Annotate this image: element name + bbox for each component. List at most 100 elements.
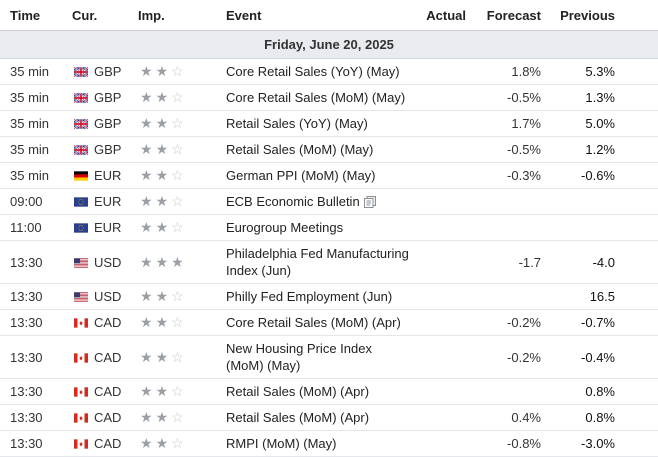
importance-stars: ★★☆ (138, 219, 187, 235)
currency-code: GBP (94, 90, 122, 105)
col-header-forecast[interactable]: Forecast (476, 0, 557, 31)
previous-value: -4.0 (557, 240, 658, 284)
star-filled-icon: ★ (140, 115, 156, 131)
forecast-value: -0.3% (476, 162, 557, 189)
event-name[interactable]: Retail Sales (YoY) (May) (226, 110, 415, 137)
star-filled-icon: ★ (140, 167, 156, 183)
star-filled-icon: ★ (155, 115, 172, 131)
event-time: 35 min (0, 84, 72, 111)
event-name[interactable]: New Housing Price Index (MoM) (May) (226, 335, 415, 379)
star-empty-icon: ☆ (171, 288, 187, 304)
forecast-value (476, 214, 557, 241)
col-header-actual[interactable]: Actual (415, 0, 476, 31)
table-row[interactable]: 13:30 USD ★★☆ Philly Fed Employment (Jun… (0, 283, 658, 310)
col-header-previous[interactable]: Previous (557, 0, 658, 31)
table-row[interactable]: 35 min GBP ★★☆ Core Retail Sales (YoY) (… (0, 58, 658, 85)
event-time: 35 min (0, 136, 72, 163)
importance-cell: ★★☆ (138, 430, 226, 457)
actual-value (415, 162, 476, 189)
star-filled-icon: ★ (155, 219, 172, 235)
previous-value: 5.0% (557, 110, 658, 137)
table-row[interactable]: 11:00 EUR ★★☆ Eurogroup Meetings (0, 214, 658, 241)
table-row[interactable]: 13:30 CAD ★★☆ Retail Sales (MoM) (Apr) 0… (0, 378, 658, 405)
table-row[interactable]: 13:30 CAD ★★☆ New Housing Price Index (M… (0, 335, 658, 379)
table-row[interactable]: 13:30 CAD ★★☆ RMPI (MoM) (May) -0.8% -3.… (0, 430, 658, 457)
flag-ca-icon (74, 352, 88, 363)
col-header-time[interactable]: Time (0, 0, 72, 31)
document-icon[interactable] (363, 196, 376, 208)
event-time: 13:30 (0, 283, 72, 310)
star-empty-icon: ☆ (171, 89, 187, 105)
forecast-value: -0.5% (476, 84, 557, 111)
event-name[interactable]: Retail Sales (MoM) (Apr) (226, 404, 415, 431)
actual-value (415, 283, 476, 310)
event-name[interactable]: Philly Fed Employment (Jun) (226, 283, 415, 310)
currency-code: USD (94, 289, 122, 304)
currency-cell: GBP (72, 136, 138, 163)
importance-cell: ★★☆ (138, 309, 226, 336)
event-name[interactable]: Core Retail Sales (MoM) (May) (226, 84, 415, 111)
previous-value: -0.7% (557, 309, 658, 336)
event-name[interactable]: Core Retail Sales (MoM) (Apr) (226, 309, 415, 336)
currency-code: EUR (94, 194, 122, 209)
table-row[interactable]: 13:30 CAD ★★☆ Core Retail Sales (MoM) (A… (0, 309, 658, 336)
col-header-event[interactable]: Event (226, 0, 415, 31)
table-row[interactable]: 35 min EUR ★★☆ German PPI (MoM) (May) -0… (0, 162, 658, 189)
event-name[interactable]: RMPI (MoM) (May) (226, 430, 415, 457)
currency-cell: EUR (72, 214, 138, 241)
event-name[interactable]: Retail Sales (MoM) (Apr) (226, 378, 415, 405)
star-empty-icon: ☆ (171, 314, 187, 330)
table-row[interactable]: 35 min GBP ★★☆ Core Retail Sales (MoM) (… (0, 84, 658, 111)
previous-value: 0.8% (557, 404, 658, 431)
actual-value (415, 214, 476, 241)
previous-value: 1.2% (557, 136, 658, 163)
event-name[interactable]: Philadelphia Fed Manufacturing Index (Ju… (226, 240, 415, 284)
star-empty-icon: ☆ (171, 348, 187, 365)
star-empty-icon: ☆ (171, 219, 187, 235)
event-time: 35 min (0, 110, 72, 137)
currency-code: GBP (94, 142, 122, 157)
importance-cell: ★★☆ (138, 162, 226, 189)
currency-code: CAD (94, 315, 122, 330)
table-row[interactable]: 13:30 USD ★★★ Philadelphia Fed Manufactu… (0, 240, 658, 284)
importance-stars: ★★☆ (138, 288, 187, 304)
importance-cell: ★★☆ (138, 188, 226, 215)
star-filled-icon: ★ (140, 253, 156, 270)
star-filled-icon: ★ (171, 253, 187, 270)
importance-cell: ★★☆ (138, 378, 226, 405)
forecast-value: -0.2% (476, 335, 557, 379)
forecast-value: 1.7% (476, 110, 557, 137)
forecast-value: -0.8% (476, 430, 557, 457)
star-empty-icon: ☆ (171, 63, 187, 79)
star-filled-icon: ★ (140, 435, 156, 451)
star-filled-icon: ★ (140, 141, 156, 157)
event-name[interactable]: ECB Economic Bulletin (226, 188, 415, 215)
previous-value: 1.3% (557, 84, 658, 111)
col-header-currency[interactable]: Cur. (72, 0, 138, 31)
event-name[interactable]: Eurogroup Meetings (226, 214, 415, 241)
col-header-importance[interactable]: Imp. (138, 0, 226, 31)
importance-cell: ★★☆ (138, 58, 226, 85)
previous-value (557, 214, 658, 241)
flag-gb-icon (74, 145, 88, 155)
event-name[interactable]: German PPI (MoM) (May) (226, 162, 415, 189)
date-label: Friday, June 20, 2025 (0, 30, 658, 59)
importance-stars: ★★☆ (138, 193, 187, 209)
star-filled-icon: ★ (155, 409, 172, 425)
star-filled-icon: ★ (155, 193, 172, 209)
actual-value (415, 335, 476, 379)
table-row[interactable]: 35 min GBP ★★☆ Retail Sales (MoM) (May) … (0, 136, 658, 163)
table-row[interactable]: 13:30 CAD ★★☆ Retail Sales (MoM) (Apr) 0… (0, 404, 658, 431)
importance-cell: ★★☆ (138, 214, 226, 241)
star-empty-icon: ☆ (171, 115, 187, 131)
currency-cell: CAD (72, 430, 138, 457)
currency-cell: GBP (72, 58, 138, 85)
flag-ca-icon (74, 387, 88, 397)
event-name[interactable]: Core Retail Sales (YoY) (May) (226, 58, 415, 85)
currency-code: USD (94, 254, 122, 270)
event-name[interactable]: Retail Sales (MoM) (May) (226, 136, 415, 163)
table-row[interactable]: 35 min GBP ★★☆ Retail Sales (YoY) (May) … (0, 110, 658, 137)
importance-stars: ★★☆ (138, 115, 187, 131)
table-row[interactable]: 09:00 EUR ★★☆ ECB Economic Bulletin (0, 188, 658, 215)
